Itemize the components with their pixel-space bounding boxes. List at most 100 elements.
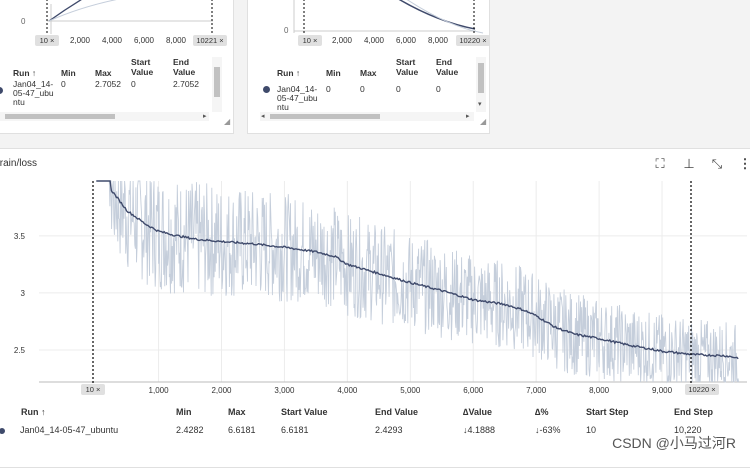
left-vscroll-thumb[interactable] [214, 67, 220, 97]
middle-run-cell: Jan04_14-05-47_ubuntu [277, 85, 321, 113]
axis-ticks: 1,000 2,000 3,000 4,000 5,000 6,000 7,000 8,000… [14, 232, 673, 395]
x-tick-label: 1,000 [149, 386, 170, 395]
middle-scroll-left-icon[interactable]: ◂ [261, 113, 265, 120]
smoothed-series-layer [96, 180, 739, 360]
left-mini-raw-line [48, 0, 117, 22]
left-vertical-scrollbar[interactable] [212, 57, 222, 112]
raw-series-layer [96, 180, 740, 384]
x-tick-label: 5,000 [400, 386, 421, 395]
middle-scroll-down-icon[interactable]: ▾ [478, 101, 482, 108]
end-step-badge [685, 384, 719, 395]
col-delta-pct[interactable]: ∆% [535, 407, 549, 417]
left-start-badge [35, 35, 59, 46]
col-start-value[interactable]: Start Value [281, 407, 328, 417]
middle-run-name: Jan04_14-05-47_ubuntu [277, 85, 318, 112]
left-x-tick: 4,000 [102, 36, 123, 45]
left-mini-chart: 0 2,000 4,000 6,000 8,000 10 × 10221 × [21, 0, 227, 46]
left-run-cell: Jan04_14-05-47_ubuntu [13, 80, 57, 108]
middle-scroll-right-icon[interactable]: ▸ [466, 113, 470, 120]
x-tick-label: 3,000 [274, 386, 295, 395]
left-end-badge [193, 35, 227, 46]
middle-min-value: 0 [326, 84, 331, 94]
left-resize-handle-icon[interactable]: ◢ [224, 117, 231, 126]
left-start-badge-label: 10 × [40, 36, 55, 45]
col-max[interactable]: Max [228, 407, 246, 417]
middle-col-max[interactable]: Max [360, 68, 377, 78]
middle-col-run[interactable]: Run ↑ [277, 68, 301, 78]
x-tick-label: 7,000 [526, 386, 547, 395]
x-tick-label: 6,000 [463, 386, 484, 395]
more-vert-icon[interactable]: ⋮ [736, 155, 750, 173]
middle-end-value: 0 [436, 84, 441, 94]
middle-col-min[interactable]: Min [326, 68, 341, 78]
middle-run-color-dot [263, 86, 270, 93]
left-col-max[interactable]: Max [95, 68, 112, 78]
delta-value-text: 4.1888 [467, 425, 496, 435]
middle-x-tick: 2,000 [332, 36, 353, 45]
x-tick-label: 2,000 [211, 386, 232, 395]
col-end-value[interactable]: End Value [375, 407, 419, 417]
y-tick-label: 2.5 [14, 346, 26, 355]
run-name: Jan04_14-05-47_ubuntu [20, 425, 119, 435]
left-col-min[interactable]: Min [61, 68, 76, 78]
raw-loss-line [96, 180, 740, 384]
middle-mini-chart: 0 2,000 4,000 6,000 8,000 10 × 10220 × [284, 0, 489, 46]
y-tick-label: 3 [21, 289, 26, 298]
middle-end-badge-label: 10220 × [459, 36, 486, 45]
arrow-down-icon: ↓ [535, 425, 540, 435]
train-loss-chart[interactable]: 1,000 2,000 3,000 4,000 5,000 6,000 7,000 8,000… [0, 149, 750, 468]
left-end-badge-label: 10221 × [196, 36, 223, 45]
left-col-end[interactable]: End Value [173, 57, 196, 77]
left-max-value: 2.7052 [95, 80, 121, 89]
col-min[interactable]: Min [176, 407, 192, 417]
end-step-badge-label: 10220 × [688, 385, 715, 394]
middle-col-end[interactable]: End Value [436, 57, 459, 77]
delta-pct-text: -63% [539, 425, 561, 435]
chart-title: train/loss [0, 158, 38, 169]
left-mini-series-line [48, 0, 82, 22]
left-run-color-dot [0, 87, 3, 94]
fullscreen-icon[interactable]: ⤡ [711, 156, 723, 171]
middle-hscroll-thumb[interactable] [270, 114, 380, 119]
max-value: 6.6181 [228, 425, 256, 435]
left-x-tick: 8,000 [166, 36, 187, 45]
arrow-down-icon: ↓ [463, 425, 468, 435]
left-scroll-right-icon[interactable]: ▸ [203, 113, 207, 120]
middle-start-value: 0 [396, 84, 401, 94]
col-run[interactable]: Run ↑ [21, 407, 46, 417]
left-end-value: 2.7052 [173, 80, 199, 89]
smoothed-loss-line [96, 180, 739, 360]
start-step-badge-label: 10 × [86, 385, 101, 394]
left-start-value: 0 [131, 80, 136, 89]
x-tick-label: 9,000 [652, 386, 673, 395]
middle-end-badge [456, 35, 489, 46]
pin-icon[interactable]: ⊥ [683, 156, 695, 171]
left-horizontal-scrollbar[interactable]: ▸ [0, 112, 209, 121]
middle-vscroll-thumb[interactable] [478, 63, 484, 93]
col-start-step[interactable]: Start Step [586, 407, 629, 417]
delta-pct: ↓-63% [535, 425, 561, 435]
left-min-value: 0 [61, 80, 66, 89]
delta-value: ↓4.1888 [463, 425, 495, 435]
left-col-start[interactable]: Start Value [131, 57, 154, 77]
watermark: CSDN @小马过河R [612, 435, 736, 451]
middle-x-tick: 8,000 [428, 36, 449, 45]
middle-col-start[interactable]: Start Value [396, 57, 419, 77]
fit-to-data-icon[interactable]: ⛶ [655, 156, 665, 171]
left-hscroll-thumb[interactable] [5, 114, 115, 119]
left-x-tick: 6,000 [134, 36, 155, 45]
x-tick-label: 4,000 [337, 386, 358, 395]
end-value: 2.4293 [375, 425, 403, 435]
col-delta-value[interactable]: ∆Value [463, 407, 493, 417]
middle-resize-handle-icon[interactable]: ◢ [480, 117, 487, 126]
middle-start-badge [298, 35, 322, 46]
left-col-run[interactable]: Run ↑ [13, 68, 37, 78]
middle-vertical-scrollbar[interactable]: ▾ [476, 57, 486, 112]
middle-y-tick: 0 [284, 26, 289, 35]
col-end-step[interactable]: End Step [674, 407, 714, 417]
middle-horizontal-scrollbar[interactable]: ◂ ▸ [260, 112, 474, 121]
y-tick-label: 3.5 [14, 232, 26, 241]
end-step: 10,220 [674, 425, 702, 435]
middle-scalar-card: 0 2,000 4,000 6,000 8,000 10 × 10220 × R… [247, 0, 490, 134]
x-tick-label: 8,000 [589, 386, 610, 395]
